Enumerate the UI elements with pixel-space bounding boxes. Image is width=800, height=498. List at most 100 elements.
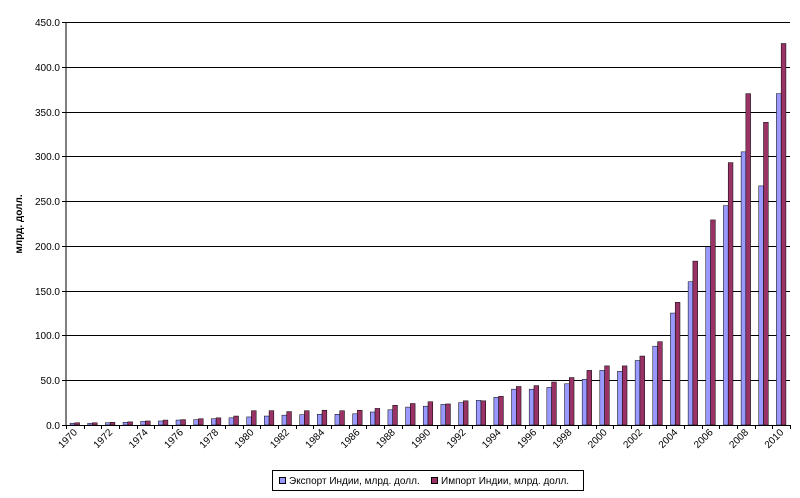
y-tick-label: 100.0 (35, 331, 60, 342)
x-tick-label: 2010 (763, 427, 787, 451)
x-tick-label: 1984 (304, 427, 328, 451)
bar-import-2004 (675, 302, 680, 425)
bar-import-1984 (322, 410, 327, 425)
bar-export-1991 (441, 404, 446, 425)
bar-import-1980 (251, 411, 256, 425)
bar-export-1977 (194, 420, 199, 425)
bar-import-1986 (357, 410, 362, 425)
bar-import-2005 (693, 261, 698, 425)
legend-swatch-import (432, 478, 438, 484)
axes (66, 22, 790, 426)
x-tick-label: 2000 (586, 427, 610, 451)
x-tick-label: 1986 (339, 427, 363, 451)
bar-export-1993 (476, 400, 481, 425)
bar-import-1991 (446, 404, 451, 425)
bar-import-2008 (746, 94, 751, 425)
bar-export-1971 (88, 423, 93, 425)
legend-label-export: Экспорт Индии, млрд. долл. (289, 476, 420, 487)
y-tick-label: 350.0 (35, 108, 60, 119)
x-tick-label: 1974 (127, 427, 151, 451)
y-tick-label: 150.0 (35, 287, 60, 298)
bar-import-1983 (304, 411, 309, 425)
x-tick-label: 2008 (728, 427, 752, 451)
bar-import-2000 (605, 366, 610, 425)
x-tick-label: 2006 (692, 427, 716, 451)
bar-import-1979 (234, 416, 239, 425)
bar-export-1980 (247, 417, 252, 425)
bar-import-2003 (658, 342, 663, 425)
y-tick-label: 300.0 (35, 152, 60, 163)
bar-import-1997 (552, 382, 557, 425)
bar-import-1977 (198, 419, 203, 425)
x-tick-label: 1978 (198, 427, 222, 451)
bar-import-1973 (128, 422, 133, 425)
bar-export-2003 (653, 346, 658, 425)
bar-export-1995 (512, 389, 517, 425)
bar-export-2004 (670, 313, 675, 425)
x-tick-labels: 1970 1972 1974 1976 1978 1980 1982 1984 1986 1988… (56, 425, 790, 451)
bar-import-1998 (569, 378, 574, 425)
gridlines (66, 23, 790, 381)
x-tick-label: 1976 (162, 427, 186, 451)
legend: Экспорт Индии, млрд. долл. Импорт Индии,… (273, 471, 584, 491)
bar-export-2010 (776, 94, 781, 425)
bar-import-2009 (764, 122, 769, 425)
bar-import-1999 (587, 370, 592, 425)
legend-swatch-export (280, 478, 286, 484)
bar-export-1979 (229, 418, 234, 425)
y-tick-label: 450.0 (35, 18, 60, 29)
x-tick-label: 2004 (657, 427, 681, 451)
legend-label-import: Импорт Индии, млрд. долл. (441, 476, 569, 487)
bar-export-2009 (759, 186, 764, 425)
x-tick-label: 1980 (233, 427, 257, 451)
bar-import-2002 (640, 356, 645, 425)
bar-import-1996 (534, 386, 539, 425)
x-tick-label: 2002 (622, 427, 646, 451)
bar-export-1989 (406, 407, 411, 425)
bar-export-2007 (723, 206, 728, 425)
bar-export-1997 (547, 387, 552, 425)
bar-export-1982 (282, 415, 287, 425)
x-tick-label: 1994 (480, 427, 504, 451)
bar-import-1982 (287, 412, 292, 425)
bar-import-1981 (269, 411, 274, 425)
x-tick-label: 1992 (445, 427, 469, 451)
bar-import-1978 (216, 418, 221, 425)
bar-export-1985 (335, 414, 340, 425)
x-tick-label: 1988 (374, 427, 398, 451)
bar-export-2005 (688, 282, 693, 425)
bar-export-1987 (370, 412, 375, 425)
y-tick-labels: 0.0 50.0 100.0 150.0 200.0 250.0 300.0 350.0 400… (35, 18, 66, 432)
bars (70, 43, 786, 425)
bar-export-1974 (141, 421, 146, 425)
y-tick-label: 200.0 (35, 242, 60, 253)
bar-export-2002 (635, 361, 640, 425)
bar-import-2010 (781, 43, 786, 425)
bar-export-1998 (565, 384, 570, 425)
x-tick-label: 1972 (92, 427, 116, 451)
bar-import-1972 (110, 422, 115, 425)
bar-import-1976 (181, 420, 186, 425)
bar-import-1993 (481, 401, 486, 425)
bar-import-2001 (622, 366, 627, 425)
bar-import-1975 (163, 420, 168, 425)
y-axis-label: млрд. долл. (14, 194, 25, 253)
bar-export-1981 (264, 416, 269, 425)
bar-export-1992 (459, 403, 464, 425)
bar-export-1983 (300, 415, 305, 425)
bar-export-1999 (582, 379, 587, 425)
bar-export-2006 (706, 247, 711, 425)
bar-export-1990 (423, 406, 428, 425)
bar-export-1978 (211, 419, 216, 425)
x-tick-label: 1996 (516, 427, 540, 451)
bar-export-1970 (70, 423, 75, 425)
x-tick-label: 1982 (268, 427, 292, 451)
bar-import-1994 (499, 396, 504, 425)
bar-export-1994 (494, 397, 499, 425)
bar-export-1984 (317, 414, 322, 425)
bar-export-1988 (388, 410, 393, 425)
bar-import-1989 (410, 404, 415, 425)
bar-export-2000 (600, 370, 605, 425)
bar-import-2006 (711, 220, 716, 425)
bar-import-1974 (145, 421, 150, 425)
